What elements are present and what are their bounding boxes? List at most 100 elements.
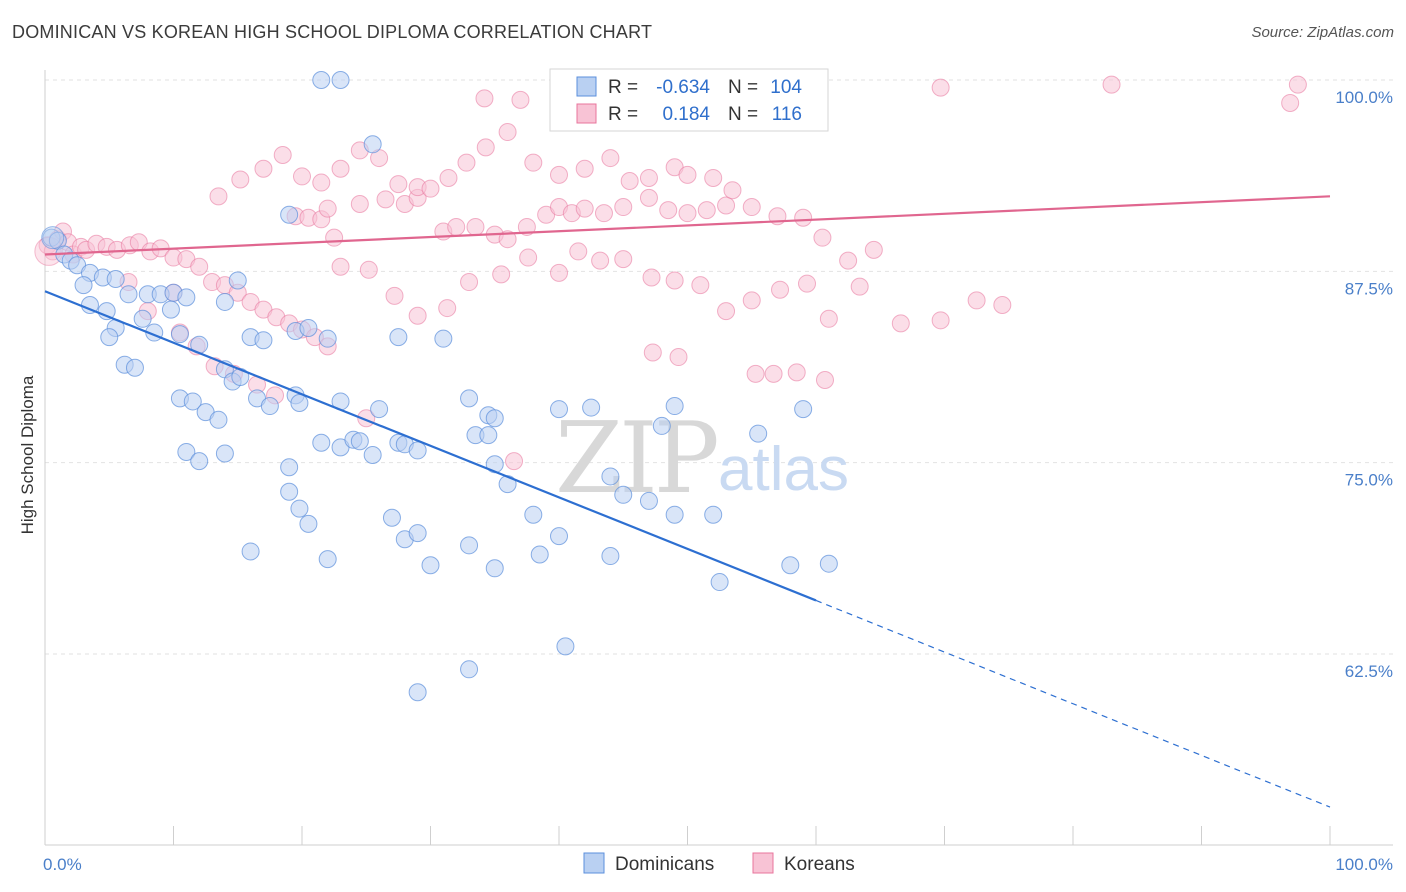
- dominican-point: [177, 288, 196, 307]
- korean-point: [359, 260, 378, 279]
- korean-point: [524, 153, 543, 172]
- korean-point: [723, 181, 742, 200]
- korean-point: [550, 263, 568, 282]
- korean-point: [505, 452, 524, 471]
- korean-point: [742, 198, 761, 217]
- legend-n-label-2: N =: [728, 104, 758, 125]
- korean-point: [209, 187, 228, 206]
- dominican-trend-line: [44, 290, 817, 602]
- dominican-point: [363, 446, 382, 465]
- watermark-zip: ZIP: [555, 402, 717, 516]
- legend-swatch-dominicans-bottom[interactable]: [583, 852, 605, 874]
- stats-legend: R = -0.634 N = 104 R = 0.184 N = 116: [549, 68, 829, 132]
- dominican-point: [280, 205, 299, 224]
- x-tick-label-min: 0.0%: [43, 855, 82, 874]
- dominican-point: [177, 442, 196, 461]
- korean-point: [439, 168, 458, 187]
- korean-point: [642, 268, 661, 287]
- dominican-point: [133, 309, 152, 328]
- dominican-point: [434, 329, 453, 348]
- korean-point: [850, 277, 869, 296]
- dominican-point: [318, 550, 337, 569]
- legend-r-value-2: 0.184: [662, 104, 710, 125]
- korean-point: [813, 228, 832, 247]
- korean-point: [421, 179, 440, 198]
- y-tick-labels: 62.5% 75.0% 87.5% 100.0%: [1335, 88, 1393, 681]
- dominican-trend-extension: [815, 599, 1331, 808]
- korean-point: [550, 165, 568, 184]
- korean-point: [273, 146, 292, 165]
- dominican-point: [614, 485, 633, 504]
- dominican-point: [100, 328, 119, 347]
- korean-point: [819, 309, 838, 328]
- korean-point: [312, 173, 331, 192]
- dominican-point: [652, 416, 671, 435]
- dominican-point: [389, 328, 408, 347]
- dominican-point: [408, 524, 427, 543]
- korean-point: [466, 217, 485, 236]
- dominican-point: [209, 410, 228, 429]
- korean-point: [678, 165, 697, 184]
- dominican-point: [704, 505, 723, 524]
- dominican-point: [228, 271, 247, 290]
- dominican-point: [215, 444, 234, 463]
- dominican-point: [639, 491, 658, 510]
- korean-point: [376, 190, 395, 209]
- dominican-point: [299, 318, 318, 337]
- korean-point: [746, 364, 765, 383]
- korean-point: [717, 196, 736, 215]
- korean-point: [891, 314, 910, 333]
- korean-point: [839, 251, 858, 270]
- source-label: Source: ZipAtlas.com: [1251, 24, 1394, 41]
- korean-point: [254, 159, 273, 178]
- korean-point: [594, 204, 613, 223]
- korean-point: [569, 242, 588, 261]
- korean-point: [704, 168, 723, 187]
- korean-trend-line: [44, 195, 1331, 256]
- korean-point: [967, 291, 986, 310]
- legend-swatch-dominicans: [576, 76, 597, 97]
- korean-point: [639, 168, 658, 187]
- dominican-point: [312, 433, 331, 452]
- series-legend[interactable]: Dominicans Koreans: [583, 852, 855, 875]
- dominican-point: [106, 269, 125, 288]
- legend-swatch-koreans-bottom[interactable]: [752, 852, 774, 874]
- dominican-point-large: [41, 226, 65, 250]
- korean-point: [475, 89, 494, 108]
- korean-point: [331, 257, 350, 276]
- korean-point: [1281, 93, 1300, 112]
- korean-point: [447, 217, 466, 236]
- dominican-point: [215, 292, 234, 311]
- korean-point: [697, 201, 716, 220]
- korean-point: [325, 228, 344, 247]
- legend-label-dominicans[interactable]: Dominicans: [615, 854, 714, 875]
- dominican-point: [524, 505, 543, 524]
- legend-r-label-1: R =: [608, 77, 638, 98]
- korean-point: [794, 208, 813, 227]
- korean-point: [815, 371, 834, 390]
- legend-label-koreans[interactable]: Koreans: [784, 854, 855, 875]
- legend-n-label-1: N =: [728, 77, 758, 98]
- dominican-point: [183, 392, 202, 411]
- dominican-point: [550, 527, 568, 546]
- dominican-point: [601, 467, 620, 486]
- korean-point: [742, 291, 761, 310]
- chart-title: DOMINICAN VS KOREAN HIGH SCHOOL DIPLOMA …: [12, 22, 653, 42]
- korean-point: [517, 217, 536, 236]
- korean-point: [293, 167, 311, 186]
- korean-point: [601, 149, 620, 168]
- dominican-point: [460, 536, 479, 555]
- x-tick-label-max: 100.0%: [1335, 855, 1393, 874]
- korean-point: [993, 296, 1012, 315]
- korean-point: [764, 364, 783, 383]
- dominican-point: [819, 554, 838, 573]
- korean-point: [614, 250, 633, 269]
- korean-point: [659, 201, 678, 220]
- korean-point: [639, 188, 658, 207]
- korean-point: [678, 204, 697, 223]
- dominican-point: [408, 441, 427, 460]
- dominican-point: [460, 660, 479, 679]
- korean-point: [492, 265, 511, 284]
- watermark-atlas: atlas: [718, 435, 849, 504]
- legend-n-value-1: 104: [770, 77, 802, 98]
